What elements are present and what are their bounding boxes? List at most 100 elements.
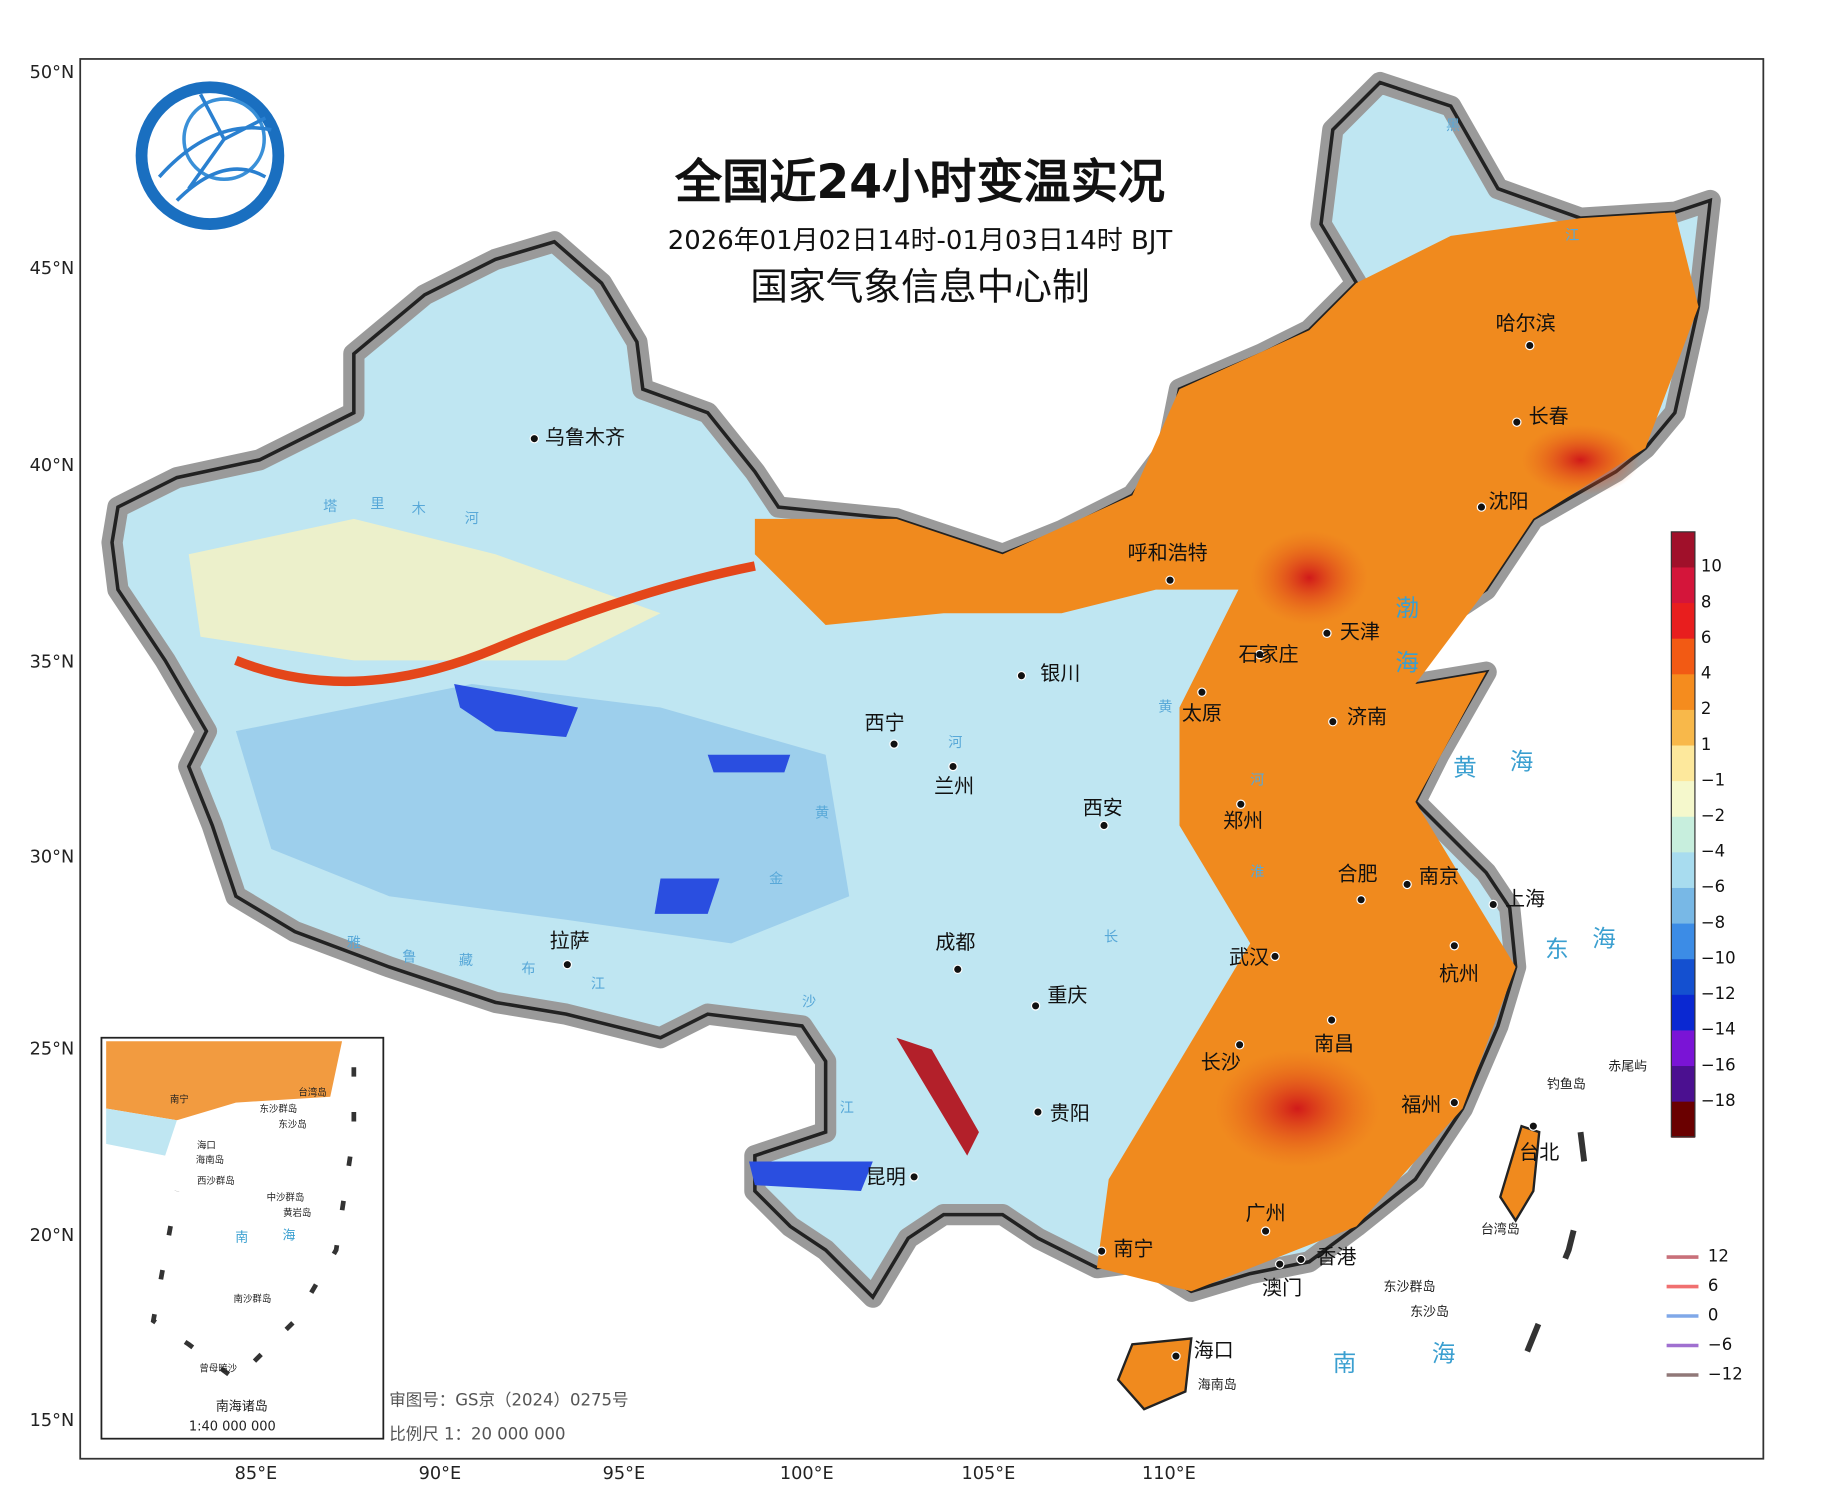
lat-label: 50°N	[30, 63, 75, 83]
city-label: 郑州	[1223, 808, 1263, 832]
river-label: 河	[1250, 773, 1264, 789]
city-label: 长沙	[1201, 1050, 1241, 1074]
river-label: 江	[591, 977, 605, 993]
lon-label: 100°E	[780, 1464, 834, 1484]
colorbar-label: −12	[1701, 984, 1736, 1003]
inset	[100, 1036, 385, 1440]
city-dot	[1171, 1351, 1181, 1361]
inset-label: 台湾岛	[298, 1087, 326, 1099]
city-dot	[1512, 417, 1522, 427]
city-dot	[953, 964, 963, 975]
sea-label: 南	[1333, 1349, 1357, 1377]
colorbar-label: −16	[1701, 1055, 1736, 1074]
colorbar-segment	[1671, 1066, 1695, 1103]
contour-label: 0	[1708, 1306, 1719, 1325]
sea-label: 海	[1432, 1339, 1456, 1367]
city-dot	[1296, 1254, 1306, 1265]
inset-label: 曾母暗沙	[199, 1363, 237, 1375]
title: 全国近24小时变温实况	[674, 155, 1165, 210]
colorbar-segment	[1671, 567, 1695, 604]
sea-label: 海	[1592, 924, 1616, 952]
city-label: 济南	[1347, 705, 1387, 729]
inset-label: 中沙群岛	[267, 1192, 305, 1204]
colorbar-label: −1	[1701, 770, 1725, 789]
city-label: 兰州	[934, 774, 974, 798]
city-dot	[1096, 1246, 1107, 1256]
city-dot	[562, 959, 573, 970]
sea-label: 黄	[1453, 753, 1477, 781]
lat-label: 35°N	[30, 653, 75, 673]
producer: 国家气象信息中心制	[750, 264, 1090, 308]
colorbar-segment	[1671, 923, 1695, 960]
river-label: 河	[465, 511, 479, 527]
city-dot	[948, 761, 958, 772]
city-label: 杭州	[1439, 962, 1479, 986]
inset-label: 黄岩岛	[283, 1207, 311, 1219]
place-label: 东沙群岛	[1384, 1279, 1436, 1295]
city-label: 南昌	[1314, 1031, 1354, 1055]
colorbar-label: −10	[1701, 948, 1736, 967]
lat-label: 30°N	[30, 847, 75, 867]
river-label: 木	[412, 501, 426, 517]
lon-label: 95°E	[603, 1464, 646, 1484]
colorbar-segment	[1671, 638, 1695, 675]
colorbar-segment	[1671, 531, 1695, 568]
city-label: 西宁	[865, 711, 905, 735]
city-label: 昆明	[866, 1165, 906, 1189]
contour-label: 12	[1708, 1247, 1729, 1266]
contour-label: 6	[1708, 1276, 1719, 1295]
logo	[135, 81, 285, 230]
city-label: 香港	[1316, 1245, 1356, 1269]
city-label: 长春	[1529, 404, 1569, 428]
lat-label: 25°N	[30, 1040, 75, 1060]
lon-label: 85°E	[235, 1464, 278, 1484]
city-label: 石家庄	[1238, 642, 1298, 666]
city-dot	[1165, 575, 1175, 585]
colorbar-segment	[1671, 603, 1695, 640]
inset-label: 西沙群岛	[197, 1175, 235, 1187]
colorbar-segment	[1671, 745, 1695, 782]
river-label: 雅	[347, 935, 361, 951]
sea-label: 海	[1395, 648, 1419, 676]
sea-label: 海	[1510, 747, 1534, 775]
city-dot	[1356, 895, 1366, 905]
colorbar-segment	[1671, 709, 1695, 746]
city-label: 广州	[1246, 1201, 1286, 1225]
colorbar-segment	[1671, 1030, 1695, 1067]
sea-label: 东	[1545, 935, 1569, 963]
colorbar-label: −6	[1701, 877, 1725, 896]
city-label: 银川	[1040, 661, 1080, 685]
city-dot	[1449, 1097, 1460, 1108]
map-scale: 比例尺 1：20 000 000	[389, 1425, 565, 1444]
city-dot	[1030, 1001, 1041, 1011]
city-dot	[1033, 1107, 1043, 1117]
city-dot	[1476, 502, 1487, 512]
colorbar-segment	[1671, 887, 1695, 925]
city-dot	[1016, 670, 1027, 681]
city-label: 福州	[1401, 1093, 1441, 1117]
city-label: 武汉	[1229, 945, 1269, 969]
city-dot	[1275, 1259, 1285, 1269]
city-dot	[1328, 716, 1338, 727]
place-label: 钓鱼岛	[1547, 1076, 1586, 1092]
taiwan	[1499, 1124, 1541, 1223]
colorbar: 10 8 6 4 2 1 −1 −2 −4 −6 −8 −10 −12 −14 −16 −18	[1670, 531, 1736, 1138]
city-label: 成都	[935, 930, 975, 954]
colorbar-label: −8	[1701, 913, 1725, 932]
river-label: 黄	[815, 805, 829, 822]
city-label: 南宁	[1113, 1237, 1153, 1261]
river-label: 河	[948, 735, 962, 751]
river-label: 江	[840, 1100, 854, 1116]
colorbar-segment	[1671, 816, 1695, 853]
hot-spot	[1214, 1049, 1380, 1168]
inset-label: 海口	[197, 1140, 216, 1152]
colorbar-segment	[1671, 852, 1695, 889]
colorbar-label: 10	[1701, 557, 1722, 576]
river-label: 塔	[323, 499, 337, 515]
river-label: 藏	[459, 953, 473, 969]
river-label: 鲁	[402, 950, 416, 966]
lon-label: 105°E	[962, 1464, 1016, 1484]
city-dot	[1234, 1040, 1245, 1050]
city-dot	[1528, 1121, 1539, 1131]
